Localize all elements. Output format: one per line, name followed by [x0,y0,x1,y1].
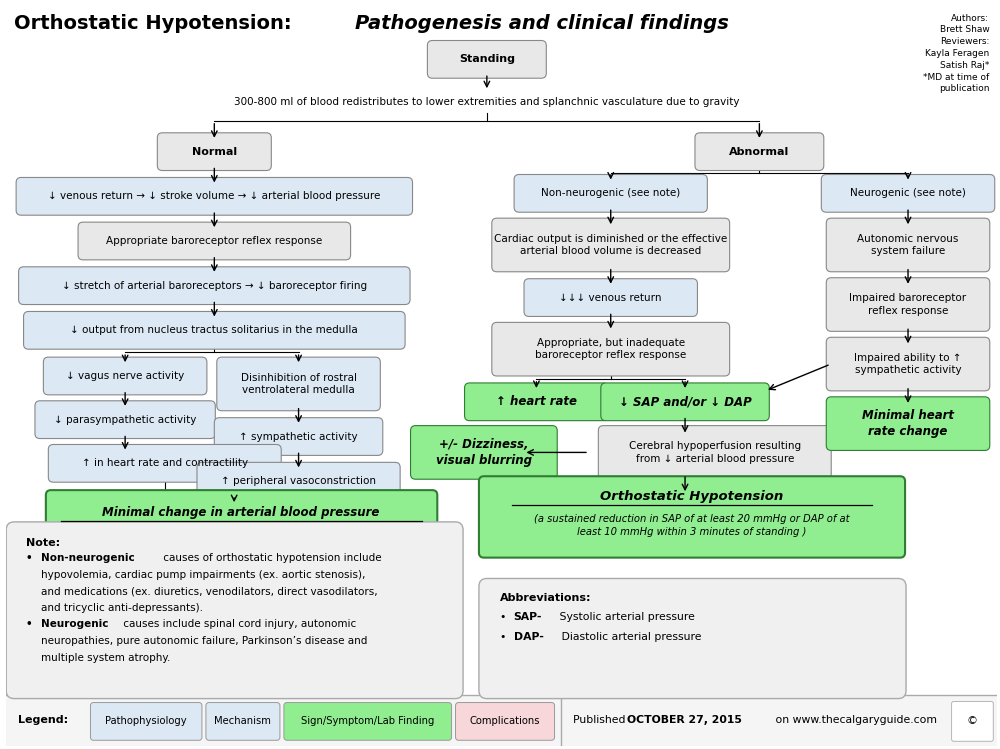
Text: causes of orthostatic hypotension include: causes of orthostatic hypotension includ… [160,553,381,562]
Text: ↓ parasympathetic activity: ↓ parasympathetic activity [54,415,196,425]
FancyBboxPatch shape [514,175,707,212]
Text: •: • [500,612,510,622]
FancyBboxPatch shape [46,490,437,535]
FancyBboxPatch shape [598,425,831,479]
FancyBboxPatch shape [411,425,557,479]
FancyBboxPatch shape [492,322,730,376]
Text: ↓ vagus nerve activity: ↓ vagus nerve activity [66,371,184,381]
Text: Systolic arterial pressure: Systolic arterial pressure [556,612,695,622]
Text: Pathophysiology: Pathophysiology [105,716,187,726]
Text: Minimal heart
rate change: Minimal heart rate change [862,409,954,438]
Text: on www.thecalgaryguide.com: on www.thecalgaryguide.com [772,715,937,726]
Text: ↓↓↓ venous return: ↓↓↓ venous return [559,293,662,303]
FancyBboxPatch shape [6,694,997,746]
FancyBboxPatch shape [492,218,730,272]
Text: ↑ in heart rate and contractility: ↑ in heart rate and contractility [82,458,248,468]
FancyBboxPatch shape [284,703,452,740]
FancyBboxPatch shape [479,578,906,699]
Text: Appropriate baroreceptor reflex response: Appropriate baroreceptor reflex response [106,236,322,246]
FancyBboxPatch shape [427,40,546,78]
Text: (a sustained reduction in SAP of at least 20 mmHg or DAP of at
least 10 mmHg wit: (a sustained reduction in SAP of at leas… [534,515,850,537]
Text: ↑ sympathetic activity: ↑ sympathetic activity [239,431,358,442]
Text: Appropriate, but inadequate
baroreceptor reflex response: Appropriate, but inadequate baroreceptor… [535,338,686,360]
Text: DAP-: DAP- [514,632,543,642]
Text: ↓ venous return → ↓ stroke volume → ↓ arterial blood pressure: ↓ venous return → ↓ stroke volume → ↓ ar… [48,191,381,201]
Text: ↓ SAP and/or ↓ DAP: ↓ SAP and/or ↓ DAP [619,395,751,408]
FancyBboxPatch shape [19,267,410,305]
FancyBboxPatch shape [695,133,824,171]
Text: ↓ output from nucleus tractus solitarius in the medulla: ↓ output from nucleus tractus solitarius… [70,325,358,336]
Text: 300-800 ml of blood redistributes to lower extremities and splanchnic vasculatur: 300-800 ml of blood redistributes to low… [234,97,740,107]
FancyBboxPatch shape [952,702,993,742]
FancyBboxPatch shape [6,522,463,699]
Text: Cerebral hypoperfusion resulting
from ↓ arterial blood pressure: Cerebral hypoperfusion resulting from ↓ … [629,441,801,464]
Text: Minimal change in arterial blood pressure: Minimal change in arterial blood pressur… [102,506,380,519]
Text: hypovolemia, cardiac pump impairments (ex. aortic stenosis),: hypovolemia, cardiac pump impairments (e… [41,569,365,580]
Text: causes include spinal cord injury, autonomic: causes include spinal cord injury, auton… [120,619,356,629]
Text: •: • [26,619,36,629]
FancyBboxPatch shape [826,278,990,331]
Text: Orthostatic Hypotension: Orthostatic Hypotension [600,490,784,503]
Text: Sign/Symptom/Lab Finding: Sign/Symptom/Lab Finding [301,716,434,726]
Text: •: • [500,632,510,642]
FancyBboxPatch shape [826,337,990,391]
FancyBboxPatch shape [601,383,769,421]
FancyBboxPatch shape [24,312,405,349]
Text: Authors:
Brett Shaw
Reviewers:
Kayla Feragen
Satish Raj*
*MD at time of
publicat: Authors: Brett Shaw Reviewers: Kayla Fer… [923,13,989,94]
Text: Abbreviations:: Abbreviations: [500,593,591,604]
FancyBboxPatch shape [90,703,202,740]
Text: multiple system atrophy.: multiple system atrophy. [41,653,170,663]
FancyBboxPatch shape [465,383,608,421]
FancyBboxPatch shape [197,462,400,500]
FancyBboxPatch shape [35,401,215,438]
Text: Legend:: Legend: [18,715,68,726]
Text: Impaired ability to ↑
sympathetic activity: Impaired ability to ↑ sympathetic activi… [854,353,962,375]
Text: Disinhibition of rostral
ventrolateral medulla: Disinhibition of rostral ventrolateral m… [241,373,357,395]
Text: ↓ stretch of arterial baroreceptors → ↓ baroreceptor firing: ↓ stretch of arterial baroreceptors → ↓ … [62,281,367,291]
Text: and tricyclic anti-depressants).: and tricyclic anti-depressants). [41,603,203,613]
FancyBboxPatch shape [821,175,995,212]
Text: Mechanism: Mechanism [214,716,271,726]
FancyBboxPatch shape [826,397,990,450]
FancyBboxPatch shape [479,476,905,558]
Text: Neurogenic: Neurogenic [41,619,108,629]
Text: Published: Published [573,715,629,726]
Text: Neurogenic (see note): Neurogenic (see note) [850,188,966,198]
FancyBboxPatch shape [16,178,413,215]
Text: Diastolic arterial pressure: Diastolic arterial pressure [558,632,702,642]
Text: Note:: Note: [26,538,60,548]
Text: and medications (ex. diuretics, venodilators, direct vasodilators,: and medications (ex. diuretics, venodila… [41,586,378,596]
Text: •: • [26,553,36,562]
Text: Abnormal: Abnormal [729,147,790,157]
Text: Non-neurogenic: Non-neurogenic [41,553,135,562]
FancyBboxPatch shape [157,133,271,171]
Text: +/- Dizziness,
visual blurring: +/- Dizziness, visual blurring [436,438,532,467]
Text: Standing: Standing [459,55,515,64]
Text: Autonomic nervous
system failure: Autonomic nervous system failure [857,234,959,256]
FancyBboxPatch shape [826,218,990,272]
Text: neuropathies, pure autonomic failure, Parkinson’s disease and: neuropathies, pure autonomic failure, Pa… [41,636,367,646]
FancyBboxPatch shape [48,444,281,482]
FancyBboxPatch shape [206,703,280,740]
FancyBboxPatch shape [43,357,207,395]
FancyBboxPatch shape [456,703,555,740]
FancyBboxPatch shape [78,222,351,260]
Text: ©: © [967,716,978,726]
Text: Orthostatic Hypotension:: Orthostatic Hypotension: [14,14,299,33]
Text: ↑ heart rate: ↑ heart rate [496,395,577,408]
Text: ↑ peripheral vasoconstriction: ↑ peripheral vasoconstriction [221,476,376,486]
Text: Complications: Complications [470,716,540,726]
Text: SAP-: SAP- [514,612,542,622]
Text: Impaired baroreceptor
reflex response: Impaired baroreceptor reflex response [849,294,967,316]
Text: OCTOBER 27, 2015: OCTOBER 27, 2015 [627,715,741,726]
FancyBboxPatch shape [217,357,380,410]
Text: Pathogenesis and clinical findings: Pathogenesis and clinical findings [355,14,729,33]
FancyBboxPatch shape [214,418,383,455]
Text: Non-neurogenic (see note): Non-neurogenic (see note) [541,188,680,198]
Text: Cardiac output is diminished or the effective
arterial blood volume is decreased: Cardiac output is diminished or the effe… [494,234,727,256]
Text: Normal: Normal [192,147,237,157]
FancyBboxPatch shape [524,279,697,316]
